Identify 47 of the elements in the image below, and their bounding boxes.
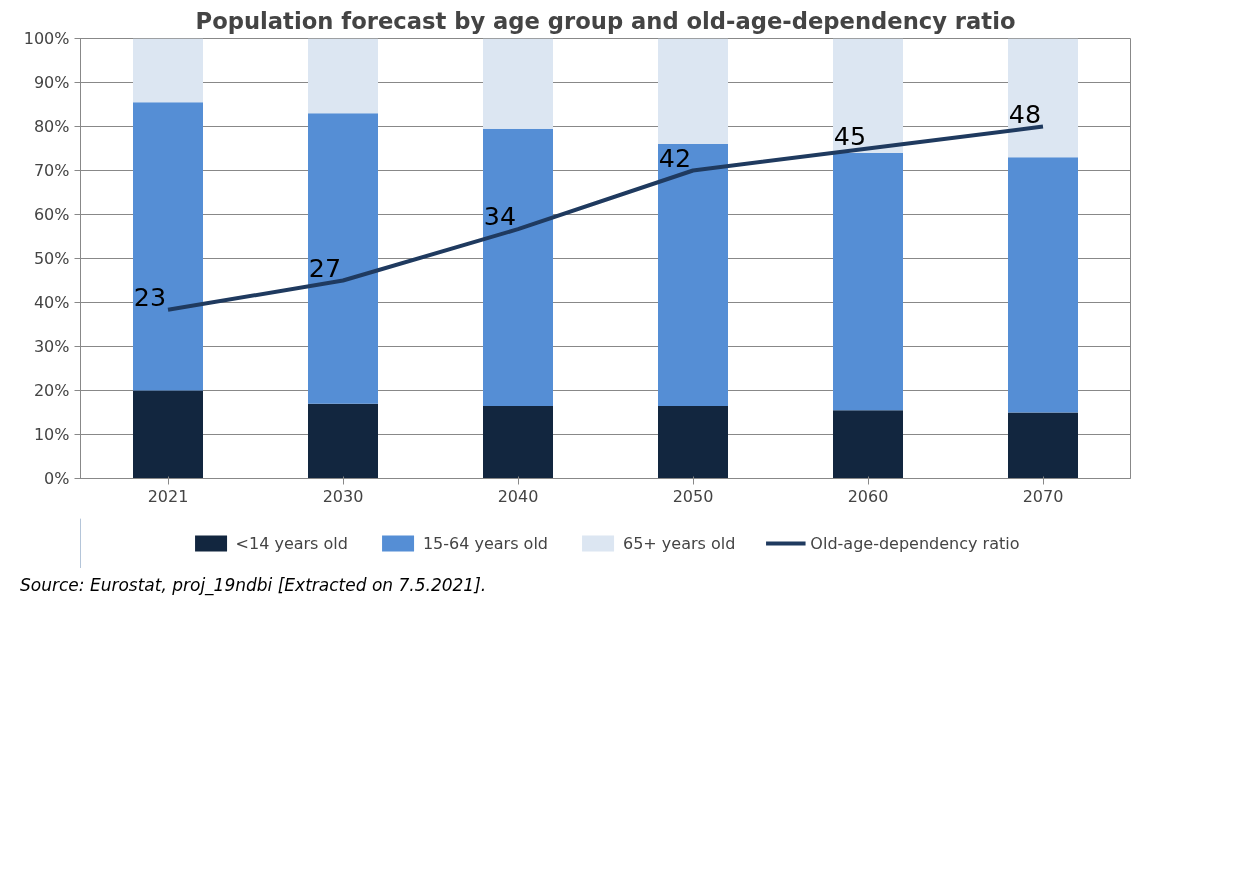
bar [483,405,553,479]
source-note: Source: Eurostat, proj_19ndbi [Extracted on 7.5.2021]. [20,574,487,598]
y-tick-label: 60% [33,205,70,224]
legend-label: 15-64 years old [422,533,549,553]
y-tick-label: 10% [33,425,70,444]
data-label: 27 [308,252,342,283]
data-label: 48 [1008,98,1042,129]
y-tick-label: 70% [33,161,70,180]
y-tick-label: 50% [33,249,70,268]
bar [1008,412,1078,479]
bar [833,410,903,479]
data-label: 34 [483,201,517,232]
y-tick-label: 0% [44,469,70,488]
y-tick-label: 100% [23,29,70,48]
bar [833,152,903,411]
bar [133,102,203,391]
bar [658,405,728,479]
bar [833,38,903,153]
legend-label: 65+ years old [623,533,736,553]
x-tick-label: 2040 [497,486,539,506]
y-tick-label: 30% [33,337,70,356]
bar [658,38,728,145]
x-tick-label: 2050 [672,486,714,506]
y-tick-label: 40% [33,293,70,312]
bar [133,38,203,103]
bar [658,144,728,406]
bar [308,38,378,114]
bar [483,38,553,129]
data-label: 45 [833,120,867,151]
y-tick-label: 20% [33,381,70,400]
bar [1008,38,1078,158]
bar [308,113,378,404]
legend-label: Old-age-dependency ratio [810,533,1020,553]
x-tick-label: 2060 [847,486,889,506]
data-label: 23 [133,281,167,312]
legend-label: <14 years old [235,533,348,553]
x-tick-label: 2030 [322,486,364,506]
y-tick-label: 90% [33,73,70,92]
bar [483,128,553,406]
bar [1008,157,1078,413]
chart-title: Population forecast by age group and old-age-dependency ratio [195,7,1016,34]
x-tick-label: 2021 [147,486,189,506]
y-tick-label: 80% [33,117,70,136]
x-tick-label: 2070 [1022,486,1064,506]
data-label: 42 [658,142,692,173]
bar [308,403,378,479]
bar [133,390,203,479]
